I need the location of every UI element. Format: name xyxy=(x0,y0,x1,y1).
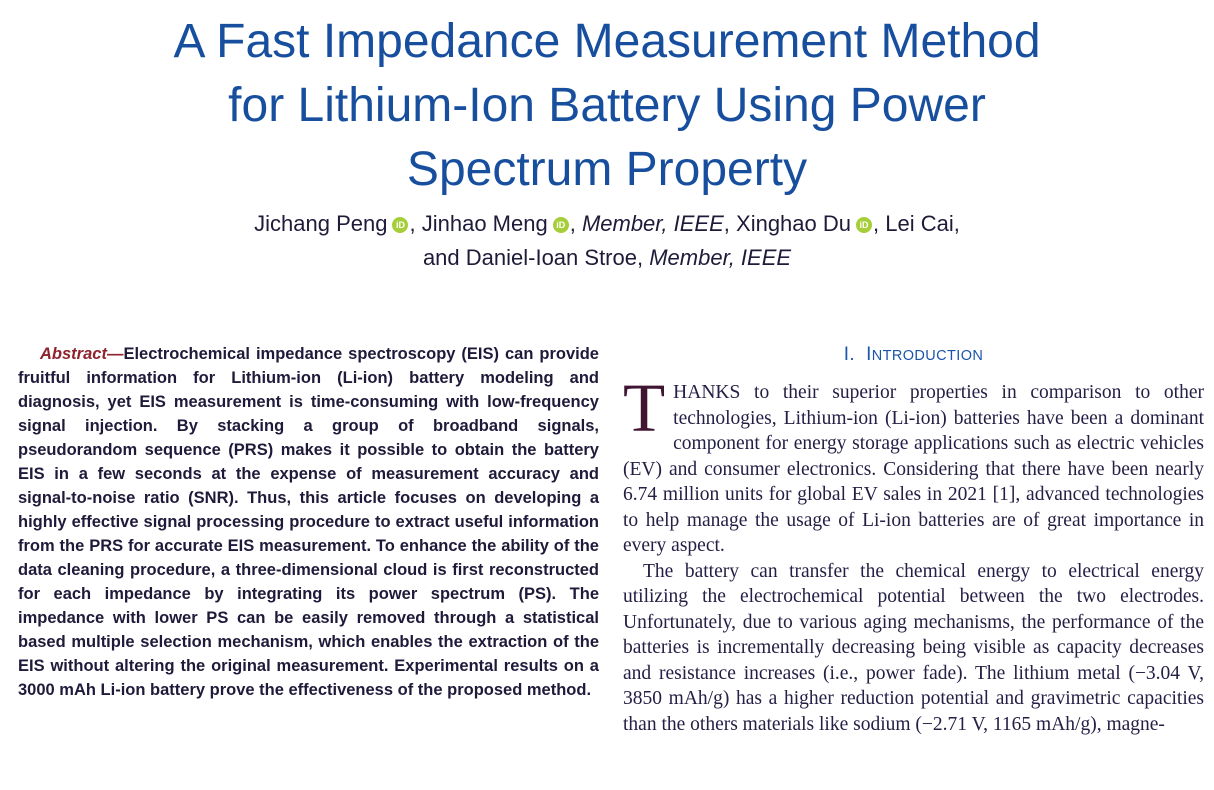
author-name-2: Jinhao Meng xyxy=(421,211,548,236)
author-name-4: Lei Cai, xyxy=(885,211,960,236)
right-column: I. INTRODUCTION T HANKS to their superior … xyxy=(623,338,1204,737)
byline-and: and xyxy=(422,245,466,270)
author-name-3: Xinghao Du xyxy=(736,211,851,236)
author-name-5: Daniel-Ioan Stroe xyxy=(465,245,637,270)
intro-paragraph-1-text: HANKS to their superior properties in co… xyxy=(623,382,1204,556)
author-name-1: Jichang Peng xyxy=(254,211,388,236)
orcid-icon-label: iD xyxy=(556,220,566,230)
intro-paragraph-1: T HANKS to their superior properties in c… xyxy=(623,370,1204,559)
byline-separator: , xyxy=(723,211,737,236)
byline-separator: , xyxy=(873,211,886,236)
orcid-icon[interactable]: iD xyxy=(552,217,569,233)
dropcap-letter: T xyxy=(623,370,666,446)
intro-paragraph-2: The battery can transfer the chemical en… xyxy=(623,560,1204,735)
section-number: I. xyxy=(843,344,856,365)
title-line-3: Spectrum Property xyxy=(406,143,808,196)
orcid-icon-label: iD xyxy=(859,220,869,230)
section-title-rest: NTRODUCTION xyxy=(871,348,984,364)
orcid-icon-label: iD xyxy=(395,220,405,230)
abstract-text: Electrochemical impedance spectroscopy (… xyxy=(18,345,599,699)
abstract-paragraph: Abstract—Electrochemical impedance spect… xyxy=(18,342,599,702)
byline-separator: , xyxy=(636,245,650,270)
left-column: Abstract—Electrochemical impedance spect… xyxy=(18,338,599,737)
orcid-icon[interactable]: iD xyxy=(856,217,872,233)
byline-separator: , xyxy=(409,211,422,236)
title-line-1: A Fast Impedance Measurement Method xyxy=(173,15,1041,68)
two-column-body: Abstract—Electrochemical impedance spect… xyxy=(0,338,1214,737)
title-line-2: for Lithium-Ion Battery Using Power xyxy=(228,79,986,132)
abstract-dash: — xyxy=(106,345,124,363)
member-tag-2: Member, IEEE xyxy=(649,245,792,270)
section-heading-introduction: I. INTRODUCTION xyxy=(623,344,1204,367)
author-line-2: and Daniel-Ioan Stroe, Member, IEEE xyxy=(0,241,1214,275)
paper-title: A Fast Impedance Measurement Method for L… xyxy=(0,0,1214,202)
author-byline: Jichang Peng iD, Jinhao Meng iD, Member, I… xyxy=(0,207,1214,275)
member-tag-1: Member, IEEE xyxy=(581,211,724,236)
byline-separator: , xyxy=(569,211,582,236)
section-title-initial: I xyxy=(866,344,872,365)
author-line-1: Jichang Peng iD, Jinhao Meng iD, Member, I… xyxy=(0,207,1214,241)
abstract-label: Abstract xyxy=(40,345,107,363)
orcid-icon[interactable]: iD xyxy=(392,217,409,233)
